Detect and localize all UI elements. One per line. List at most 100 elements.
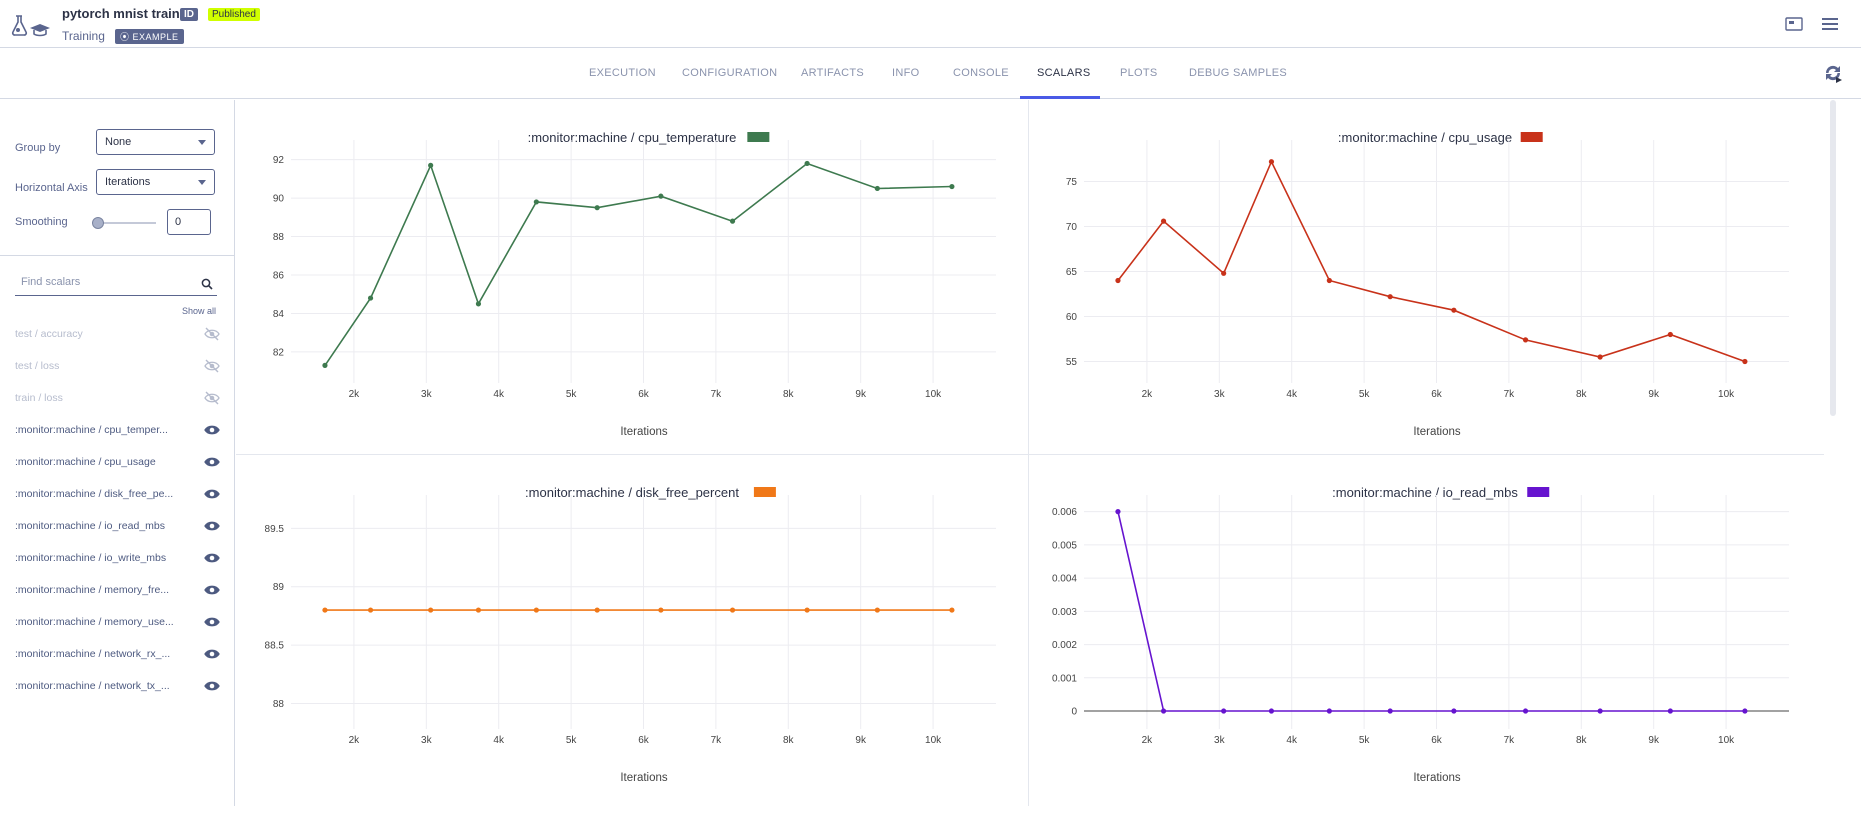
- data-point[interactable]: [475, 607, 482, 613]
- data-point[interactable]: [322, 607, 328, 613]
- data-point[interactable]: [1742, 358, 1748, 365]
- legend-swatch[interactable]: [747, 132, 770, 142]
- data-point[interactable]: [658, 607, 664, 613]
- smoothing-slider-track[interactable]: [98, 222, 156, 224]
- data-point[interactable]: [658, 193, 664, 199]
- data-point[interactable]: [1597, 354, 1603, 360]
- eye-icon[interactable]: [204, 615, 220, 629]
- data-point[interactable]: [533, 607, 539, 613]
- eye-icon[interactable]: [204, 423, 220, 437]
- data-point[interactable]: [1387, 294, 1393, 300]
- data-point[interactable]: [1522, 708, 1529, 714]
- data-point[interactable]: [322, 362, 328, 368]
- data-point[interactable]: [367, 295, 374, 301]
- id-badge[interactable]: ID: [180, 8, 198, 21]
- scrollbar[interactable]: [1830, 100, 1836, 416]
- eye-icon[interactable]: [204, 487, 220, 501]
- x-tick-label: 3k: [421, 735, 433, 746]
- data-point[interactable]: [1115, 277, 1121, 284]
- scalar-list-item[interactable]: test / accuracy: [15, 325, 220, 343]
- chart-cpu-usage[interactable]: :monitor:machine / cpu_usage 2k 3k 4k 5k 6k 7k…: [1029, 100, 1821, 460]
- chart-cpu-temperature[interactable]: :monitor:machine / cpu_temperature 2k 3k 4k…: [236, 100, 1028, 460]
- tab-plots[interactable]: PLOTS: [1120, 67, 1158, 79]
- data-point[interactable]: [1326, 708, 1332, 714]
- data-point[interactable]: [428, 607, 434, 613]
- smoothing-slider-handle[interactable]: [92, 217, 104, 229]
- data-point[interactable]: [1522, 337, 1529, 343]
- data-point[interactable]: [428, 162, 434, 168]
- scalar-list-item[interactable]: :monitor:machine / network_rx_...: [15, 645, 220, 663]
- data-point[interactable]: [874, 607, 880, 613]
- smoothing-input[interactable]: 0: [167, 209, 211, 235]
- data-point[interactable]: [1268, 708, 1275, 714]
- refresh-icon[interactable]: [1822, 62, 1844, 84]
- scalar-list-item[interactable]: :monitor:machine / memory_use...: [15, 613, 220, 631]
- data-point[interactable]: [729, 218, 736, 224]
- scalar-list-item[interactable]: :monitor:machine / cpu_temper...: [15, 421, 220, 439]
- data-point[interactable]: [874, 185, 880, 192]
- eye-off-icon[interactable]: [204, 327, 220, 341]
- data-point[interactable]: [1268, 159, 1275, 165]
- chart-disk-free-percent[interactable]: :monitor:machine / disk_free_percent 2k 3k…: [236, 455, 1028, 806]
- data-point[interactable]: [949, 183, 955, 190]
- scalar-list-item[interactable]: :monitor:machine / memory_fre...: [15, 581, 220, 599]
- legend-swatch[interactable]: [753, 487, 776, 497]
- eye-icon[interactable]: [204, 647, 220, 661]
- tab-execution[interactable]: EXECUTION: [589, 67, 656, 79]
- scalar-list-item[interactable]: test / loss: [15, 357, 220, 375]
- data-point[interactable]: [804, 160, 810, 167]
- data-point[interactable]: [1742, 708, 1748, 714]
- eye-icon[interactable]: [204, 679, 220, 693]
- menu-icon[interactable]: [1821, 16, 1839, 32]
- data-point[interactable]: [1221, 708, 1227, 714]
- data-point[interactable]: [1451, 307, 1457, 313]
- data-point[interactable]: [594, 607, 600, 613]
- eye-icon[interactable]: [204, 551, 220, 565]
- data-point[interactable]: [367, 607, 374, 613]
- data-point[interactable]: [1160, 218, 1167, 224]
- scalar-list-item[interactable]: train / loss: [15, 389, 220, 407]
- data-point[interactable]: [1387, 708, 1393, 714]
- chart-io-read-mbs[interactable]: :monitor:machine / io_read_mbs 2k 3k 4k 5k 6k…: [1029, 455, 1821, 806]
- data-point[interactable]: [804, 607, 810, 613]
- eye-icon[interactable]: [204, 583, 220, 597]
- scalar-list-item[interactable]: :monitor:machine / disk_free_pe...: [15, 485, 220, 503]
- scalar-list-item[interactable]: :monitor:machine / io_read_mbs: [15, 517, 220, 535]
- search-icon[interactable]: [201, 278, 213, 290]
- data-point[interactable]: [729, 607, 736, 613]
- eye-off-icon[interactable]: [204, 391, 220, 405]
- info-panel-icon[interactable]: [1785, 16, 1803, 32]
- data-point[interactable]: [1597, 708, 1603, 714]
- scalar-list-item[interactable]: :monitor:machine / cpu_usage: [15, 453, 220, 471]
- data-point[interactable]: [1326, 277, 1332, 284]
- series-line[interactable]: [1117, 159, 1746, 363]
- data-point[interactable]: [1667, 708, 1673, 714]
- tab-console[interactable]: CONSOLE: [953, 67, 1009, 79]
- data-point[interactable]: [1451, 708, 1457, 714]
- tab-scalars[interactable]: SCALARS: [1037, 67, 1091, 79]
- eye-icon[interactable]: [204, 455, 220, 469]
- eye-icon[interactable]: [204, 519, 220, 533]
- legend-swatch[interactable]: [1520, 132, 1543, 142]
- data-point[interactable]: [1221, 270, 1227, 276]
- horizontal-axis-select[interactable]: Iterations: [96, 169, 215, 195]
- data-point[interactable]: [1667, 331, 1673, 338]
- show-all-link[interactable]: Show all: [182, 306, 217, 316]
- tab-debug-samples[interactable]: DEBUG SAMPLES: [1189, 67, 1288, 79]
- data-point[interactable]: [475, 301, 482, 307]
- scalar-list-item[interactable]: :monitor:machine / network_tx_...: [15, 677, 220, 695]
- tab-configuration[interactable]: CONFIGURATION: [682, 67, 778, 79]
- tab-artifacts[interactable]: ARTIFACTS: [801, 67, 865, 79]
- series-line[interactable]: [324, 162, 952, 366]
- data-point[interactable]: [533, 199, 539, 205]
- find-scalars-input[interactable]: Find scalars: [15, 274, 217, 296]
- legend-swatch[interactable]: [1527, 487, 1550, 497]
- data-point[interactable]: [1115, 509, 1121, 515]
- eye-off-icon[interactable]: [204, 359, 220, 373]
- scalar-list-item[interactable]: :monitor:machine / io_write_mbs: [15, 549, 220, 567]
- tab-info[interactable]: INFO: [892, 67, 920, 79]
- data-point[interactable]: [594, 205, 600, 211]
- data-point[interactable]: [1160, 708, 1167, 714]
- group-by-select[interactable]: None: [96, 129, 215, 155]
- data-point[interactable]: [949, 607, 955, 613]
